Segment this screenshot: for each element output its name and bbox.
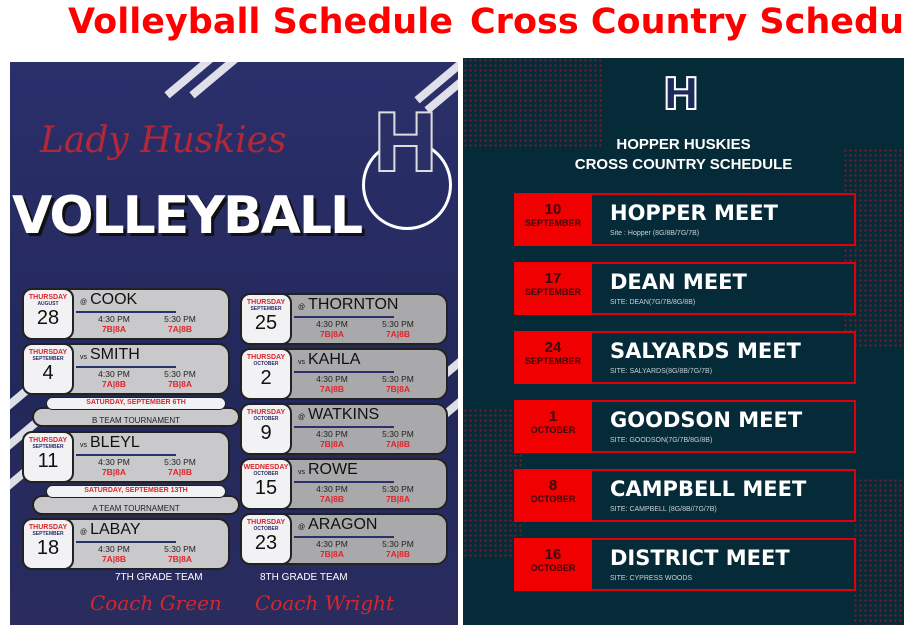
game-date: THURSDAY SEPTEMBER 18 xyxy=(22,518,74,570)
time-slot-2: 5:30 PM 7B|8A xyxy=(164,544,196,564)
opponent: @ ARAGON xyxy=(298,516,378,533)
divider xyxy=(294,536,394,538)
divider xyxy=(76,454,176,456)
husky-logo: H xyxy=(371,97,440,190)
meet-row: 24 SEPTEMBER SALYARDS MEET SITE: SALYARDS… xyxy=(514,331,856,384)
game-card: THURSDAY OCTOBER 2 vs KAHLA 4:30 PM 7A|8B … xyxy=(240,348,448,400)
game-date: THURSDAY OCTOBER 9 xyxy=(240,403,292,455)
divider xyxy=(76,311,176,313)
meet-site: SITE: CYPRESS WOODS xyxy=(610,575,693,582)
meet-site: SITE: GOODSON(7G/7B/8G/8B) xyxy=(610,437,713,444)
time-slot-2: 5:30 PM 7A|8B xyxy=(382,429,414,449)
game-date: THURSDAY AUGUST 28 xyxy=(22,288,74,340)
meet-name: HOPPER MEET xyxy=(610,201,778,225)
meet-site: Site : Hopper (8G/8B/7G/7B) xyxy=(610,230,700,237)
opponent: @ COOK xyxy=(80,291,138,308)
game-date: THURSDAY SEPTEMBER 4 xyxy=(22,343,74,395)
meet-date: 8 OCTOBER xyxy=(514,469,592,522)
meet-site: SITE: DEAN(7G/7B/8G/8B) xyxy=(610,299,696,306)
volleyball-poster: Lady Huskies H VOLLEYBALL THURSDAY AUGUS… xyxy=(10,62,458,625)
volleyball-word: VOLLEYBALL xyxy=(12,186,363,246)
game-card: THURSDAY SEPTEMBER 11 vs BLEYL 4:30 PM 7B|… xyxy=(22,431,230,483)
xc-heading-2: CROSS COUNTRY SCHEDULE xyxy=(574,156,793,173)
game-date: WEDNESDAY OCTOBER 15 xyxy=(240,458,292,510)
meet-name: DEAN MEET xyxy=(610,270,747,294)
opponent: vs SMITH xyxy=(80,346,140,363)
game-card: THURSDAY SEPTEMBER 25 @ THORNTON 4:30 PM 7… xyxy=(240,293,448,345)
game-card: THURSDAY SEPTEMBER 4 vs SMITH 4:30 PM 7A|8… xyxy=(22,343,230,395)
opponent: @ LABAY xyxy=(80,521,141,538)
opponent: vs KAHLA xyxy=(298,351,361,368)
time-slot-1: 4:30 PM 7A|8B xyxy=(98,544,130,564)
game-card: THURSDAY AUGUST 28 @ COOK 4:30 PM 7B|8A 5:… xyxy=(22,288,230,340)
time-slot-1: 4:30 PM 7A|8B xyxy=(316,374,348,394)
meet-name: GOODSON MEET xyxy=(610,408,803,432)
meet-name: SALYARDS MEET xyxy=(610,339,801,363)
time-slot-1: 4:30 PM 7B|8A xyxy=(316,429,348,449)
time-slot-1: 4:30 PM 7B|8A xyxy=(98,314,130,334)
time-slot-2: 5:30 PM 7A|8B xyxy=(382,319,414,339)
time-slot-1: 4:30 PM 7B|8A xyxy=(316,319,348,339)
game-card: THURSDAY SEPTEMBER 18 @ LABAY 4:30 PM 7A|8… xyxy=(22,518,230,570)
coach-wright: Coach Wright xyxy=(255,591,395,615)
game-card: THURSDAY OCTOBER 9 @ WATKINS 4:30 PM 7B|8A… xyxy=(240,403,448,455)
seventh-grade-label: 7TH GRADE TEAM xyxy=(115,572,203,583)
time-slot-1: 4:30 PM 7B|8A xyxy=(316,539,348,559)
opponent: @ THORNTON xyxy=(298,296,399,313)
game-card: WEDNESDAY OCTOBER 15 vs ROWE 4:30 PM 7A|8B… xyxy=(240,458,448,510)
meet-date: 24 SEPTEMBER xyxy=(514,331,592,384)
game-date: THURSDAY SEPTEMBER 25 xyxy=(240,293,292,345)
meet-site: SITE: SALYARDS(8G/8B/7G/7B) xyxy=(610,368,713,375)
time-slot-2: 5:30 PM 7B|8A xyxy=(382,484,414,504)
meet-row: 16 OCTOBER DISTRICT MEET SITE: CYPRESS WO… xyxy=(514,538,856,591)
meet-row: 10 SEPTEMBER HOPPER MEET Site : Hopper (8… xyxy=(514,193,856,246)
husky-logo: H xyxy=(662,69,701,121)
game-date: THURSDAY SEPTEMBER 11 xyxy=(22,431,74,483)
meet-name: DISTRICT MEET xyxy=(610,546,790,570)
time-slot-1: 4:30 PM 7B|8A xyxy=(98,457,130,477)
time-slot-1: 4:30 PM 7A|8B xyxy=(98,369,130,389)
meet-name: CAMPBELL MEET xyxy=(610,477,807,501)
time-slot-2: 5:30 PM 7A|8B xyxy=(164,457,196,477)
meet-date: 17 SEPTEMBER xyxy=(514,262,592,315)
game-date: THURSDAY OCTOBER 23 xyxy=(240,513,292,565)
opponent: vs ROWE xyxy=(298,461,358,478)
meet-row: 1 OCTOBER GOODSON MEET SITE: GOODSON(7G/7… xyxy=(514,400,856,453)
time-slot-2: 5:30 PM 7A|8B xyxy=(382,539,414,559)
cross-country-poster: H HOPPER HUSKIES CROSS COUNTRY SCHEDULE … xyxy=(463,58,904,625)
time-slot-2: 5:30 PM 7B|8A xyxy=(382,374,414,394)
game-card: THURSDAY OCTOBER 23 @ ARAGON 4:30 PM 7B|8A… xyxy=(240,513,448,565)
coach-green: Coach Green xyxy=(90,591,222,615)
meet-date: 1 OCTOBER xyxy=(514,400,592,453)
meet-site: SITE: CAMPBELL (8G/8B//7G/7B) xyxy=(610,506,717,513)
meet-date: 16 OCTOBER xyxy=(514,538,592,591)
meet-row: 17 SEPTEMBER DEAN MEET SITE: DEAN(7G/7B/8… xyxy=(514,262,856,315)
divider xyxy=(294,426,394,428)
time-slot-2: 5:30 PM 7A|8B xyxy=(164,314,196,334)
time-slot-2: 5:30 PM 7B|8A xyxy=(164,369,196,389)
divider xyxy=(76,366,176,368)
xc-heading-1: HOPPER HUSKIES xyxy=(616,136,751,153)
volleyball-icon xyxy=(362,140,452,230)
meet-row: 8 OCTOBER CAMPBELL MEET SITE: CAMPBELL (8… xyxy=(514,469,856,522)
cross-country-title: Cross Country Schedule xyxy=(470,2,906,42)
eighth-grade-label: 8TH GRADE TEAM xyxy=(260,572,348,583)
tournament-a: A TEAM TOURNAMENT SATURDAY, SEPTEMBER 13… xyxy=(32,485,240,515)
volleyball-title: Volleyball Schedule xyxy=(68,2,453,42)
game-date: THURSDAY OCTOBER 2 xyxy=(240,348,292,400)
script-title: Lady Huskies xyxy=(40,120,287,161)
opponent: vs BLEYL xyxy=(80,434,140,451)
divider xyxy=(294,316,394,318)
divider xyxy=(76,541,176,543)
divider xyxy=(294,481,394,483)
opponent: @ WATKINS xyxy=(298,406,380,423)
tournament-b: B TEAM TOURNAMENT SATURDAY, SEPTEMBER 6T… xyxy=(32,397,240,427)
time-slot-1: 4:30 PM 7A|8B xyxy=(316,484,348,504)
meet-date: 10 SEPTEMBER xyxy=(514,193,592,246)
divider xyxy=(294,371,394,373)
